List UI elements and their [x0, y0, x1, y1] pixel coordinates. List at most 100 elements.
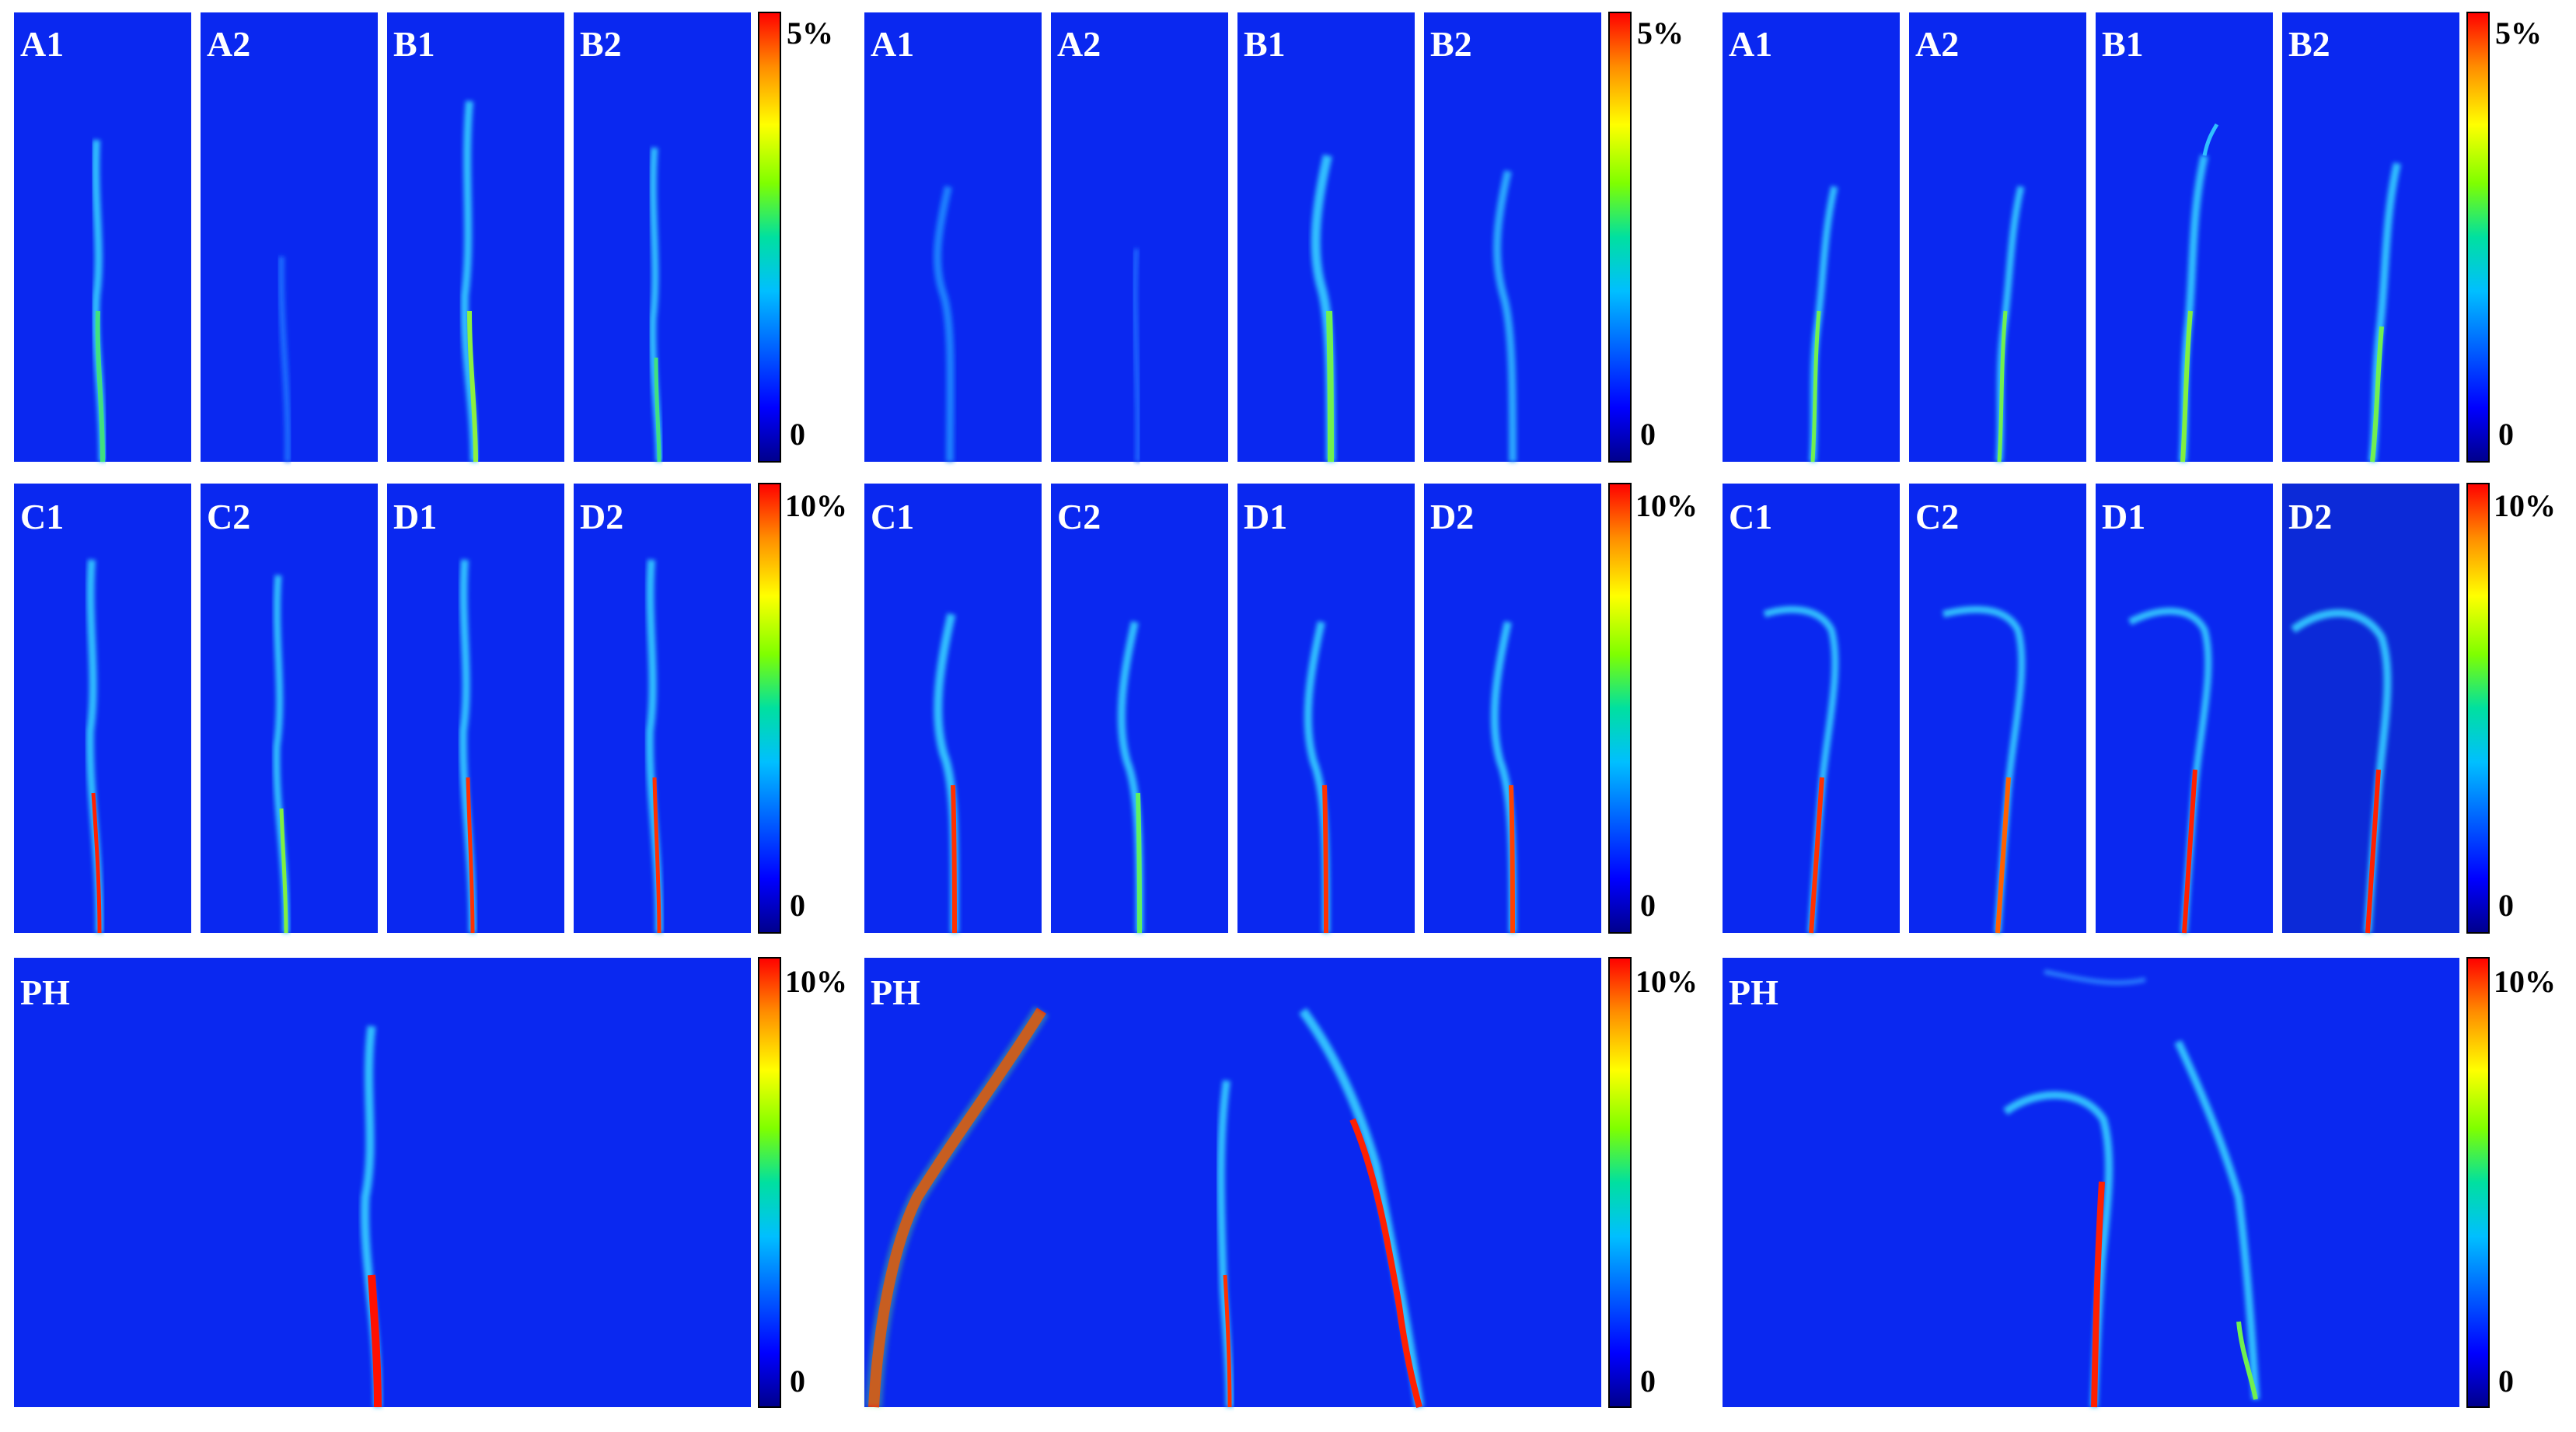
colorbar-max-label: 5% — [1637, 16, 1684, 51]
crack-path — [277, 256, 291, 463]
panel-label: C2 — [207, 497, 250, 536]
crack-path — [1809, 777, 1824, 934]
group-3-row-2: C1 C2 D1 D2 10% 0 — [1723, 483, 2556, 934]
group-1-row-1: A1 A2 B1 B2 5% 0 — [14, 12, 833, 463]
colorbar-max-label: 10% — [785, 488, 847, 523]
crack-path — [1223, 1274, 1232, 1408]
crack-path — [279, 808, 288, 934]
contour-panel — [14, 484, 191, 933]
crack-path — [1995, 777, 2011, 934]
panel-label: A2 — [207, 24, 250, 64]
colorbar-max-label: 5% — [787, 16, 833, 51]
colorbar — [758, 957, 781, 1408]
crack-path — [1136, 792, 1142, 934]
crack-path — [2091, 1181, 2105, 1408]
panel-label: D1 — [1244, 497, 1287, 536]
panel-label: D1 — [393, 497, 437, 536]
panel-label: A1 — [871, 24, 914, 64]
crack-path — [1349, 1118, 1422, 1409]
colorbar-min-label: 0 — [2498, 417, 2514, 452]
panel-label: A1 — [1729, 24, 1772, 64]
contour-panel — [2096, 484, 2273, 933]
colorbar — [2466, 483, 2490, 934]
crack-path — [654, 357, 661, 463]
crack-path — [2370, 326, 2384, 463]
crack-path — [1509, 784, 1515, 934]
group-1-row-2: C1 C2 D1 D2 10% 0 — [14, 483, 847, 934]
group-2-large: PH 10% 0 — [864, 957, 1698, 1409]
panel-label: C2 — [1915, 497, 1959, 536]
crack-path — [1326, 310, 1334, 463]
crack-path — [91, 792, 102, 934]
crack-path — [2174, 1039, 2260, 1400]
crack-path — [368, 1274, 382, 1408]
panel-label: B2 — [580, 24, 622, 64]
panel-label: B1 — [1244, 24, 1286, 64]
colorbar-max-label: 10% — [1635, 488, 1698, 523]
contour-panel-large — [1723, 958, 2459, 1407]
colorbar-min-label: 0 — [1640, 888, 1656, 923]
crack-path — [1997, 310, 2008, 463]
crack-path — [934, 185, 955, 463]
colorbar-max-label: 10% — [785, 964, 847, 999]
contour-panel — [201, 12, 378, 462]
colorbar-max-label: 10% — [2494, 964, 2556, 999]
crack-path — [1322, 784, 1328, 934]
panel-label: C1 — [871, 497, 914, 536]
crack-path — [1810, 310, 1821, 463]
panel-label: D2 — [1430, 497, 1474, 536]
crack-path — [466, 777, 475, 934]
panel-label: D2 — [580, 497, 623, 536]
panel-label: PH — [20, 973, 70, 1012]
crack-path — [2236, 1321, 2258, 1400]
group-3: A1 A2 B1 B2 5% 0 C1 C2 — [1723, 12, 2556, 1408]
group-2: A1 A2 B1 B2 5% 0 C1 C2 — [864, 12, 1698, 1409]
colorbar-min-label: 0 — [1640, 1364, 1656, 1399]
group-2-row-1: A1 A2 B1 B2 5% 0 — [864, 12, 1684, 463]
group-3-large: PH 10% 0 — [1723, 957, 2556, 1408]
contour-panel — [2282, 12, 2459, 462]
panel-label: B2 — [1430, 24, 1472, 64]
contour-panel — [1909, 484, 2086, 933]
colorbar-min-label: 0 — [1640, 417, 1656, 452]
panel-label: A1 — [20, 24, 64, 64]
crack-path — [2044, 969, 2146, 986]
crack-path — [2365, 769, 2381, 934]
colorbar — [1608, 12, 1632, 463]
colorbar — [758, 12, 781, 463]
crack-path — [95, 310, 105, 463]
colorbar — [1608, 957, 1632, 1408]
panel-label: PH — [871, 973, 920, 1012]
crack-path — [2182, 769, 2197, 934]
colorbar — [2466, 12, 2490, 463]
contour-panel-large — [864, 958, 1601, 1407]
panel-label: A2 — [1057, 24, 1101, 64]
panel-label: D1 — [2102, 497, 2145, 536]
contour-panel — [574, 12, 751, 462]
colorbar-max-label: 10% — [1635, 964, 1698, 999]
colorbar-min-label: 0 — [790, 888, 805, 923]
colorbar-max-label: 10% — [2494, 488, 2556, 523]
crack-path — [1299, 1008, 1424, 1408]
colorbar-min-label: 0 — [2498, 1364, 2514, 1399]
group-1: A1 A2 B1 B2 5% 0 C1 C2 — [14, 12, 847, 1408]
crack-path — [2180, 310, 2193, 463]
colorbar-min-label: 0 — [790, 1364, 805, 1399]
contour-panel — [387, 484, 564, 933]
contour-panel — [574, 484, 751, 933]
panel-label: B2 — [2288, 24, 2330, 64]
crack-path — [1132, 248, 1142, 463]
contour-panel — [1723, 484, 1900, 933]
contour-panel-large — [14, 958, 751, 1407]
panel-label: D2 — [2288, 497, 2332, 536]
panel-label: B1 — [393, 24, 435, 64]
crack-path — [467, 310, 478, 463]
panel-label: A2 — [1915, 24, 1959, 64]
contour-panel — [387, 12, 564, 462]
panel-label: C2 — [1057, 497, 1101, 536]
panel-label: C1 — [1729, 497, 1772, 536]
panel-label: C1 — [20, 497, 64, 536]
colorbar-min-label: 0 — [790, 417, 805, 452]
contour-panel — [201, 484, 378, 933]
